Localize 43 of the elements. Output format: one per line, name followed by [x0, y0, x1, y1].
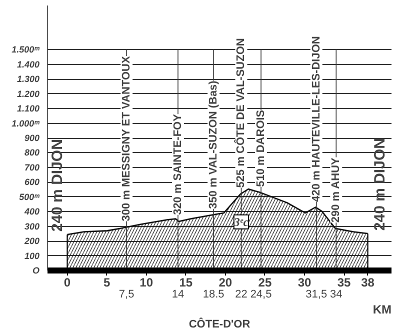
y-tick-label: 1.400 — [16, 59, 40, 70]
annotation: 240 m DIJON — [371, 138, 388, 231]
x2-tick-label: 14 — [172, 288, 184, 300]
annotation: 240 m DIJON — [48, 139, 66, 232]
x-tick-label: 35 — [337, 276, 352, 290]
x2-tick-label: 22 — [235, 288, 248, 300]
y-tick-label: 1.100 — [16, 104, 40, 114]
ref-line-label: 300 m MESSIGNY ET VANTOUX — [120, 56, 133, 222]
x2-tick-label: 7,5 — [118, 288, 134, 300]
y-tick-label: 1.200 — [16, 88, 40, 99]
y-tick-label: 800 — [24, 148, 40, 158]
x2-tick-label: 31,5 — [306, 288, 328, 300]
x-tick-label: 25 — [258, 276, 272, 290]
y-tick-label: 700 — [24, 162, 40, 172]
ref-line-label: 290 m AHUY — [330, 156, 342, 223]
x-tick-label: 0 — [64, 276, 71, 290]
x2-tick-label: 24,5 — [250, 288, 272, 300]
x-axis-title: KM — [372, 302, 392, 316]
x2-tick-label: 18.5 — [202, 288, 224, 300]
y-tick-label: 1.500ᵐ — [12, 44, 40, 55]
y-tick-label: 900 — [24, 133, 40, 143]
x-tick-label: 5 — [103, 276, 110, 290]
x-tick-label: 20 — [218, 276, 232, 290]
y-tick-label: 600 — [24, 177, 40, 188]
y-tick-label: 100 — [24, 250, 40, 261]
x-tick-label: 38 — [361, 276, 375, 290]
ref-line-label: 510 m DAROIS — [255, 110, 268, 187]
y-tick-label: 1.000ᵐ — [12, 118, 40, 128]
y-tick-label: 300 — [24, 221, 40, 232]
ref-line-label: 420 m HAUTEVILLE-LES-DIJON — [310, 36, 322, 202]
ref-line-label: 320 m SAINTE-FOY — [172, 113, 184, 215]
ref-line-label: 525 m CÔTE DE VAL-SUZON — [234, 38, 248, 188]
y-tick-label: 400 — [23, 206, 40, 217]
x2-tick-label: 34 — [330, 288, 342, 300]
y-tick-label: O — [32, 266, 40, 276]
y-tick-label: 500ᵐ — [19, 192, 40, 202]
y-tick-label: 1.300 — [16, 74, 40, 84]
text: CÔTE-D'OR — [188, 318, 250, 330]
ref-line-label: 350 m VAL-SUZON (Bas) — [208, 80, 220, 209]
y-tick-label: 200 — [23, 236, 40, 246]
x-tick-label: 15 — [179, 276, 193, 290]
x-tick-label: 30 — [298, 276, 312, 290]
x-tick-label: 10 — [140, 276, 154, 290]
